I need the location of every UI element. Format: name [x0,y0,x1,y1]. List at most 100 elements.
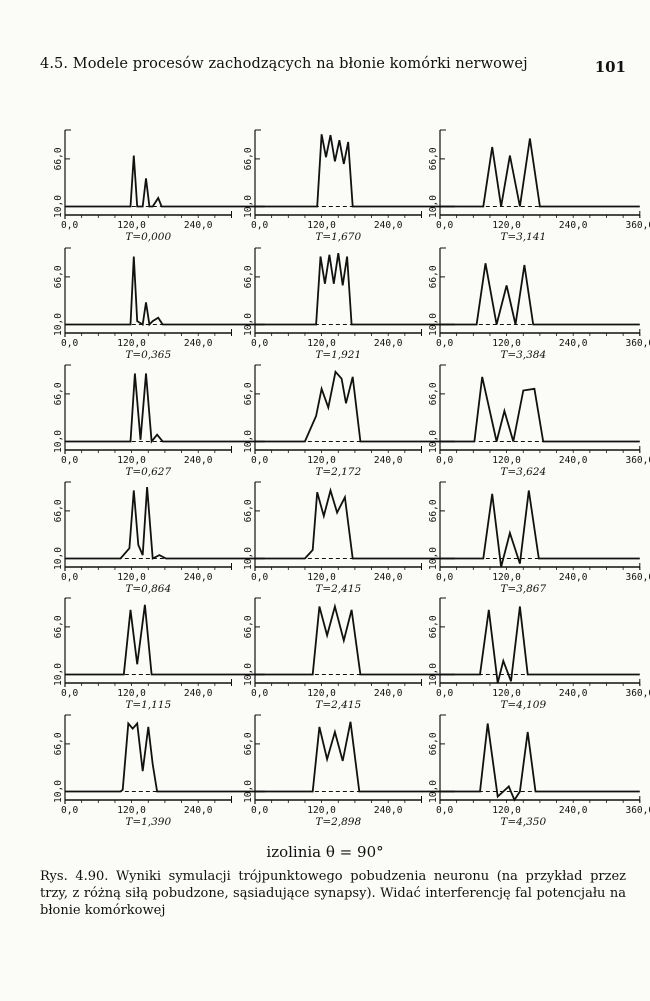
x-tick-label: 120,0 [492,805,521,816]
x-tick-label: 240,0 [559,338,588,349]
panel-time-label: T=2,415 [315,583,361,595]
panel-time-label: T=3,141 [500,231,546,243]
x-tick-label: 0,0 [61,572,78,583]
y-tick-label: 66,0 [53,147,64,170]
panel-time-label: T=2,172 [315,466,361,478]
panel-time-label: T=0,627 [125,466,171,478]
figure-caption: Rys. 4.90. Wyniki symulacji trójpunktowe… [40,869,626,918]
x-tick-label: 360,0 [625,688,650,699]
y-tick-label: 10,0 [53,663,64,686]
x-tick-label: 0,0 [436,220,453,231]
series-line [440,138,640,208]
y-tick-label: 10,0 [243,430,254,453]
y-tick-label: 66,0 [53,732,64,755]
y-tick-label: 66,0 [428,147,439,170]
x-tick-label: 240,0 [374,805,403,816]
series-line [255,134,455,208]
x-tick-label: 360,0 [625,805,650,816]
x-tick-label: 120,0 [307,805,336,816]
y-tick-label: 10,0 [428,430,439,453]
x-tick-label: 240,0 [559,572,588,583]
x-tick-label: 240,0 [374,455,403,466]
y-tick-label: 66,0 [53,615,64,638]
x-tick-label: 120,0 [307,572,336,583]
series-line [255,369,455,443]
y-tick-label: 66,0 [243,732,254,755]
y-tick-label: 66,0 [243,147,254,170]
x-tick-label: 0,0 [251,220,268,231]
x-tick-label: 120,0 [117,220,146,231]
x-tick-label: 360,0 [625,455,650,466]
panel-time-label: T=1,921 [315,349,361,361]
y-tick-label: 66,0 [243,265,254,288]
series-line [255,252,455,326]
panel-time-label: T=0,365 [125,349,171,361]
x-tick-label: 360,0 [625,220,650,231]
x-tick-label: 240,0 [184,338,213,349]
series-line [65,256,265,327]
y-tick-label: 10,0 [428,313,439,336]
panel-time-label: T=0,864 [125,583,171,595]
x-tick-label: 0,0 [61,455,78,466]
x-tick-label: 120,0 [117,572,146,583]
x-tick-label: 0,0 [61,220,78,231]
series-line [255,487,455,560]
x-tick-label: 0,0 [61,688,78,699]
x-tick-label: 120,0 [307,338,336,349]
x-tick-label: 240,0 [559,688,588,699]
y-tick-label: 66,0 [53,499,64,522]
y-tick-label: 66,0 [243,615,254,638]
y-tick-label: 66,0 [53,382,64,405]
x-tick-label: 120,0 [117,455,146,466]
x-tick-label: 240,0 [184,688,213,699]
x-tick-label: 120,0 [117,805,146,816]
x-tick-label: 240,0 [559,455,588,466]
x-tick-label: 0,0 [436,455,453,466]
page-number: 101 [594,58,626,76]
y-tick-label: 10,0 [53,313,64,336]
y-tick-label: 10,0 [428,547,439,570]
x-tick-label: 0,0 [436,338,453,349]
x-tick-label: 240,0 [184,805,213,816]
x-tick-label: 0,0 [436,572,453,583]
x-tick-label: 0,0 [251,338,268,349]
y-tick-label: 66,0 [428,499,439,522]
series-line [255,721,455,793]
y-tick-label: 66,0 [428,732,439,755]
x-tick-label: 240,0 [559,220,588,231]
y-tick-label: 10,0 [243,780,254,803]
series-line [65,604,265,676]
x-tick-label: 240,0 [374,338,403,349]
x-tick-label: 240,0 [374,572,403,583]
y-tick-label: 66,0 [243,382,254,405]
x-tick-label: 0,0 [436,805,453,816]
series-line [440,490,640,568]
panel-time-label: T=3,384 [500,349,546,361]
x-tick-label: 360,0 [625,338,650,349]
panel-time-label: T=3,867 [500,583,546,595]
series-line [65,721,265,793]
x-tick-label: 120,0 [492,220,521,231]
panel-time-label: T=2,898 [315,816,361,828]
x-tick-label: 240,0 [374,220,403,231]
y-tick-label: 66,0 [243,499,254,522]
x-tick-label: 120,0 [492,572,521,583]
y-tick-label: 10,0 [428,780,439,803]
running-head: 4.5. Modele procesów zachodzących na bło… [40,56,528,72]
x-tick-label: 0,0 [61,805,78,816]
series-line [65,373,265,444]
x-tick-label: 360,0 [625,572,650,583]
y-tick-label: 10,0 [243,313,254,336]
y-tick-label: 10,0 [243,195,254,218]
x-tick-label: 120,0 [492,688,521,699]
y-tick-label: 10,0 [243,663,254,686]
series-line [65,155,265,208]
panel-time-label: T=1,390 [125,816,171,828]
series-line [440,376,640,443]
x-tick-label: 120,0 [307,455,336,466]
x-tick-label: 240,0 [184,220,213,231]
x-tick-label: 0,0 [436,688,453,699]
x-tick-label: 0,0 [251,688,268,699]
y-tick-label: 10,0 [428,663,439,686]
